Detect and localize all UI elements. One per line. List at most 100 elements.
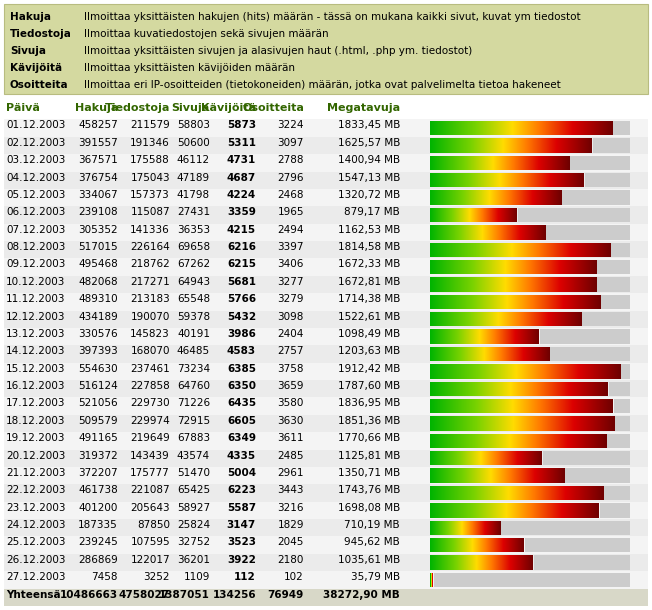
- Bar: [447, 399, 448, 414]
- Bar: [532, 312, 533, 326]
- Bar: [522, 538, 523, 553]
- Bar: [430, 434, 431, 448]
- Bar: [576, 243, 577, 257]
- Bar: [514, 451, 515, 465]
- Bar: [467, 329, 468, 344]
- Bar: [468, 190, 469, 205]
- Bar: [457, 260, 458, 274]
- Bar: [453, 312, 454, 326]
- Bar: [487, 347, 488, 361]
- Bar: [580, 260, 581, 274]
- Bar: [478, 417, 479, 431]
- Text: 3922: 3922: [227, 555, 256, 565]
- Bar: [469, 486, 470, 500]
- Bar: [472, 295, 473, 309]
- Bar: [584, 417, 585, 431]
- Bar: [477, 538, 478, 553]
- Text: 1851,36 MB: 1851,36 MB: [338, 416, 400, 426]
- Bar: [460, 382, 461, 396]
- Bar: [474, 173, 475, 187]
- Bar: [554, 417, 555, 431]
- Bar: [534, 295, 535, 309]
- Bar: [596, 434, 597, 448]
- Bar: [471, 173, 472, 187]
- Bar: [518, 364, 519, 379]
- Bar: [512, 208, 513, 222]
- Bar: [509, 503, 510, 518]
- Bar: [506, 156, 507, 170]
- Bar: [502, 243, 503, 257]
- Bar: [533, 468, 534, 483]
- Bar: [467, 173, 468, 187]
- Bar: [486, 121, 487, 135]
- Bar: [492, 486, 493, 500]
- Bar: [553, 138, 554, 152]
- Bar: [560, 121, 561, 135]
- Text: 219649: 219649: [130, 433, 170, 443]
- Bar: [438, 347, 439, 361]
- Text: 67262: 67262: [177, 259, 210, 270]
- Bar: [500, 190, 501, 205]
- Bar: [479, 173, 480, 187]
- Bar: [489, 434, 490, 448]
- Bar: [580, 364, 581, 379]
- Bar: [574, 295, 575, 309]
- Bar: [520, 555, 521, 570]
- Bar: [566, 417, 567, 431]
- Bar: [505, 364, 506, 379]
- Bar: [583, 260, 584, 274]
- Bar: [487, 295, 488, 309]
- Bar: [478, 173, 479, 187]
- Bar: [541, 225, 542, 240]
- Bar: [562, 243, 563, 257]
- Bar: [493, 434, 494, 448]
- Bar: [519, 225, 520, 240]
- Bar: [440, 138, 441, 152]
- Bar: [508, 173, 509, 187]
- Bar: [562, 138, 563, 152]
- Bar: [542, 312, 543, 326]
- Bar: [468, 208, 469, 222]
- Bar: [506, 486, 507, 500]
- Bar: [503, 121, 504, 135]
- Bar: [599, 399, 600, 414]
- Bar: [4, 345, 648, 363]
- Bar: [581, 503, 582, 518]
- Text: 115087: 115087: [130, 207, 170, 217]
- Bar: [433, 434, 434, 448]
- Bar: [453, 520, 454, 535]
- Bar: [547, 382, 548, 396]
- Bar: [440, 399, 441, 414]
- Bar: [590, 295, 591, 309]
- Bar: [579, 399, 580, 414]
- Bar: [435, 486, 436, 500]
- Bar: [495, 243, 496, 257]
- Bar: [540, 364, 541, 379]
- Bar: [457, 364, 458, 379]
- Bar: [606, 243, 607, 257]
- Bar: [449, 520, 450, 535]
- Bar: [510, 278, 511, 292]
- Bar: [567, 399, 568, 414]
- Bar: [449, 225, 450, 240]
- Bar: [470, 382, 471, 396]
- Bar: [437, 555, 438, 570]
- Bar: [517, 434, 518, 448]
- Bar: [513, 173, 514, 187]
- Bar: [491, 312, 492, 326]
- Bar: [510, 329, 511, 344]
- Bar: [489, 243, 490, 257]
- Bar: [597, 243, 598, 257]
- Bar: [519, 417, 520, 431]
- Text: Ilmoittaa eri IP-osoitteiden (tietokoneiden) määrän, jotka ovat palvelimelta tie: Ilmoittaa eri IP-osoitteiden (tietokonei…: [84, 80, 561, 90]
- Bar: [571, 260, 572, 274]
- Bar: [455, 260, 456, 274]
- Bar: [469, 347, 470, 361]
- Bar: [480, 173, 481, 187]
- Bar: [467, 382, 468, 396]
- Bar: [431, 190, 432, 205]
- Bar: [557, 295, 558, 309]
- Bar: [452, 278, 453, 292]
- Bar: [522, 399, 523, 414]
- Bar: [602, 399, 603, 414]
